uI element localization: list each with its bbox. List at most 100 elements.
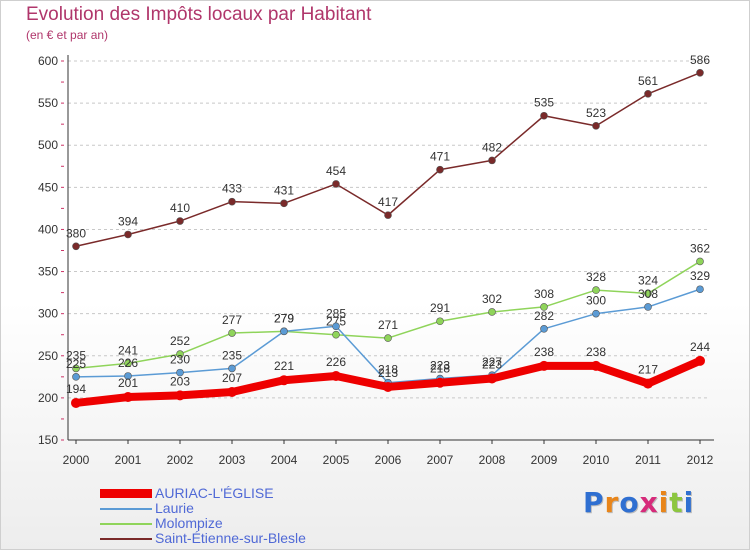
data-point bbox=[123, 392, 133, 403]
data-label: 328 bbox=[586, 270, 606, 284]
logo-letter: o bbox=[619, 486, 640, 519]
x-tick-label: 2011 bbox=[635, 453, 661, 467]
data-point bbox=[71, 397, 81, 408]
data-label: 226 bbox=[326, 355, 346, 369]
data-label: 238 bbox=[586, 345, 606, 359]
data-label: 223 bbox=[482, 358, 502, 372]
data-point bbox=[124, 372, 132, 380]
data-point bbox=[591, 360, 601, 371]
data-label: 271 bbox=[378, 318, 398, 332]
x-tick-label: 2012 bbox=[687, 453, 714, 467]
data-label: 417 bbox=[378, 195, 398, 209]
x-tick-label: 2009 bbox=[531, 453, 558, 467]
data-label: 207 bbox=[222, 371, 242, 385]
data-point bbox=[488, 308, 496, 316]
data-label: 454 bbox=[326, 164, 346, 178]
data-label: 471 bbox=[430, 150, 450, 164]
data-label: 244 bbox=[690, 340, 710, 354]
y-tick-label: 200 bbox=[38, 391, 58, 405]
x-tick-label: 2008 bbox=[479, 453, 506, 467]
data-point bbox=[72, 364, 80, 373]
x-tick-label: 2010 bbox=[583, 453, 610, 467]
data-label: 218 bbox=[430, 362, 450, 376]
logo-letter: P bbox=[583, 486, 605, 519]
x-tick-label: 2002 bbox=[167, 453, 194, 467]
data-label: 238 bbox=[534, 345, 554, 359]
data-point bbox=[644, 90, 652, 98]
data-point bbox=[176, 368, 184, 377]
data-label: 302 bbox=[482, 292, 502, 306]
data-label: 300 bbox=[586, 294, 606, 308]
data-point bbox=[176, 217, 184, 225]
data-label: 235 bbox=[66, 348, 86, 362]
logo-letter: t bbox=[669, 486, 684, 519]
data-point bbox=[227, 386, 237, 397]
data-point bbox=[383, 381, 393, 392]
y-tick-label: 500 bbox=[38, 138, 58, 152]
data-point bbox=[592, 122, 600, 130]
data-point bbox=[332, 330, 340, 339]
data-point bbox=[332, 322, 340, 331]
chart-subtitle: (en € et par an) bbox=[26, 28, 109, 42]
logo-letter: i bbox=[683, 486, 695, 519]
data-label: 279 bbox=[274, 311, 294, 325]
data-label: 226 bbox=[118, 356, 138, 370]
data-label: 230 bbox=[170, 353, 190, 367]
data-point bbox=[435, 377, 445, 388]
data-point bbox=[228, 197, 236, 206]
x-tick-label: 2006 bbox=[375, 453, 402, 467]
data-point bbox=[592, 309, 600, 318]
data-label: 431 bbox=[274, 183, 294, 197]
x-tick-label: 2003 bbox=[219, 453, 246, 467]
y-tick-label: 400 bbox=[38, 222, 58, 236]
data-label: 227 bbox=[482, 355, 502, 369]
data-label: 277 bbox=[222, 313, 242, 327]
data-label: 329 bbox=[690, 269, 710, 283]
data-point bbox=[331, 370, 341, 381]
series-line bbox=[75, 72, 701, 248]
data-point bbox=[540, 111, 548, 120]
data-label: 523 bbox=[586, 106, 606, 120]
data-label: 218 bbox=[378, 363, 398, 377]
y-tick-label: 550 bbox=[38, 96, 58, 110]
x-tick-label: 2005 bbox=[323, 453, 350, 467]
x-tick-label: 2004 bbox=[271, 453, 298, 467]
data-label: 285 bbox=[326, 306, 346, 320]
data-point bbox=[540, 325, 548, 333]
data-point bbox=[436, 317, 444, 326]
data-label: 275 bbox=[326, 315, 346, 329]
data-label: 201 bbox=[118, 376, 138, 390]
logo-letter: r bbox=[604, 486, 620, 519]
data-point bbox=[540, 303, 548, 311]
data-label: 308 bbox=[534, 287, 554, 301]
data-point bbox=[696, 285, 704, 294]
y-tick-label: 250 bbox=[38, 349, 58, 363]
data-label: 291 bbox=[430, 301, 450, 315]
data-label: 252 bbox=[170, 334, 190, 348]
data-point bbox=[228, 364, 236, 373]
data-point bbox=[696, 68, 704, 77]
data-point bbox=[280, 327, 288, 336]
data-label: 410 bbox=[170, 201, 190, 215]
data-label: 586 bbox=[690, 53, 710, 67]
data-point bbox=[643, 378, 653, 389]
data-label: 225 bbox=[66, 357, 86, 371]
legend-label-saint-etienne: Saint-Étienne-sur-Blesle bbox=[155, 530, 306, 546]
data-point bbox=[332, 180, 340, 188]
data-point bbox=[279, 375, 289, 386]
legend-label-molompize: Molompize bbox=[155, 515, 223, 531]
data-label: 213 bbox=[378, 366, 398, 380]
y-tick-label: 600 bbox=[38, 54, 58, 68]
data-point bbox=[72, 373, 80, 381]
data-label: 221 bbox=[274, 359, 294, 373]
data-point bbox=[124, 359, 132, 368]
data-point bbox=[280, 199, 288, 208]
data-label: 482 bbox=[482, 140, 502, 154]
legend-swatch-auriac bbox=[100, 489, 152, 498]
logo-letter: x bbox=[639, 486, 659, 519]
data-label: 279 bbox=[274, 311, 294, 325]
x-tick-label: 2001 bbox=[115, 453, 142, 467]
data-point bbox=[384, 334, 392, 342]
